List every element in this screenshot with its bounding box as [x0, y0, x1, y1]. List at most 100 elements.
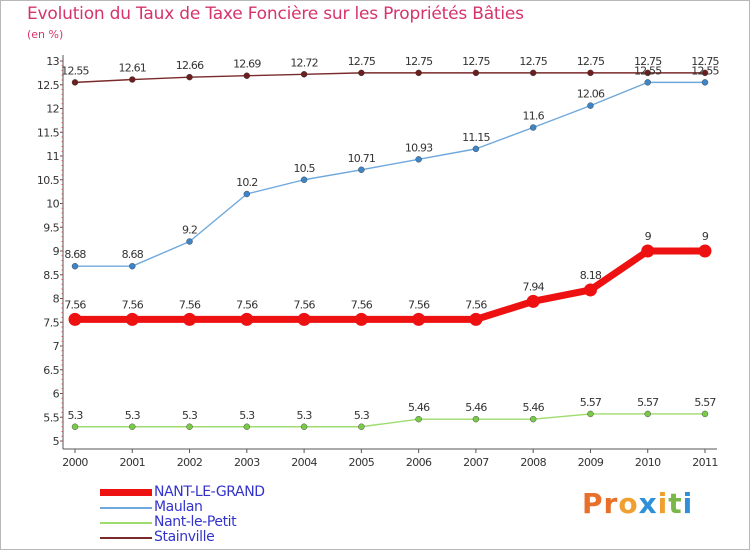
legend-label: NANT-LE-GRAND	[154, 484, 265, 500]
point-maulan	[358, 166, 365, 173]
data-label-maulan: 12.06	[577, 88, 605, 101]
data-label-nant-le-grand: 7.56	[179, 298, 201, 311]
x-tick-label: 2000	[62, 456, 88, 469]
y-tick-label: 7	[53, 340, 60, 353]
x-tick-label: 2006	[406, 456, 432, 469]
data-label-nant-le-grand: 7.56	[408, 298, 430, 311]
data-label-nant-le-grand: 7.56	[236, 298, 258, 311]
data-label-nant-le-petit: 5.3	[182, 409, 198, 422]
y-tick-label: 9	[53, 245, 60, 258]
series-line-stainville	[74, 72, 705, 84]
y-tick-label: 8	[53, 293, 60, 306]
x-tick-label: 2004	[291, 456, 317, 469]
point-stainville	[529, 69, 537, 77]
point-nant-le-petit	[701, 410, 709, 418]
data-label-nant-le-petit: 5.3	[125, 409, 141, 422]
data-label-maulan: 9.2	[182, 224, 197, 237]
point-maulan	[701, 79, 709, 86]
data-label-stainville: 12.75	[691, 55, 719, 68]
point-nant-le-grand	[526, 294, 540, 308]
legend-label: Nant-le-Petit	[154, 514, 237, 530]
point-nant-le-grand	[68, 312, 82, 326]
point-maulan	[415, 156, 422, 163]
point-nant-le-petit	[644, 410, 651, 418]
point-nant-le-grand	[469, 312, 483, 326]
data-label-maulan: 11.15	[462, 131, 490, 144]
data-label-maulan: 10.2	[236, 176, 257, 189]
point-stainville	[300, 71, 308, 78]
point-nant-le-grand	[412, 312, 426, 326]
data-label-maulan: 11.6	[523, 110, 545, 123]
point-stainville	[186, 73, 193, 81]
point-nant-le-petit	[587, 410, 594, 418]
y-tick-label: 5	[53, 435, 60, 448]
data-label-nant-le-grand: 7.56	[122, 298, 144, 311]
data-label-stainville: 12.72	[290, 56, 318, 69]
point-stainville	[129, 76, 136, 83]
y-tick-label: 12.5	[37, 79, 60, 92]
point-stainville	[243, 72, 251, 79]
y-tick-label: 11	[46, 150, 59, 163]
point-maulan	[472, 145, 480, 153]
data-label-nant-le-grand: 7.56	[465, 298, 487, 311]
point-nant-le-petit	[71, 423, 79, 430]
series-line-nant-le-grand	[75, 247, 705, 323]
point-nant-le-grand	[125, 312, 139, 326]
series-line-nant-le-petit	[75, 413, 705, 428]
point-nant-le-grand	[240, 312, 254, 326]
y-tick-label: 12	[46, 103, 59, 116]
data-label-nant-le-petit: 5.57	[580, 396, 602, 409]
data-label-maulan: 10.5	[293, 162, 315, 175]
point-nant-le-petit	[129, 423, 136, 430]
y-tick-label: 7.5	[43, 316, 59, 329]
point-nant-le-petit	[415, 415, 422, 423]
point-nant-le-grand	[183, 312, 197, 326]
point-maulan	[587, 102, 594, 109]
y-tick-label: 10	[46, 198, 59, 211]
data-label-stainville: 12.75	[519, 55, 547, 68]
point-nant-le-grand	[641, 244, 655, 258]
data-label-maulan: 10.93	[405, 141, 433, 154]
data-label-stainville: 12.75	[634, 55, 662, 68]
data-label-nant-le-grand: 7.56	[351, 298, 373, 311]
data-label-nant-le-petit: 5.57	[694, 396, 716, 409]
x-tick-label: 2007	[463, 456, 489, 469]
x-tick-label: 2011	[692, 456, 718, 469]
data-label-stainville: 12.69	[233, 58, 261, 71]
data-label-nant-le-petit: 5.57	[637, 396, 659, 409]
data-label-nant-le-petit: 5.3	[354, 409, 370, 422]
data-label-nant-le-grand: 7.56	[293, 298, 315, 311]
data-label-nant-le-grand: 8.18	[580, 269, 602, 282]
data-label-nant-le-petit: 5.46	[408, 401, 430, 414]
point-nant-le-petit	[358, 423, 365, 430]
data-label-nant-le-grand: 7.94	[523, 280, 545, 293]
point-nant-le-petit	[300, 423, 308, 430]
x-tick-label: 2005	[349, 456, 375, 469]
point-stainville	[71, 79, 79, 86]
data-label-nant-le-petit: 5.3	[67, 409, 83, 422]
point-maulan	[186, 238, 193, 245]
legend-swatch	[100, 522, 152, 524]
data-label-maulan: 8.68	[64, 248, 86, 261]
data-label-stainville: 12.75	[405, 55, 433, 68]
point-nant-le-grand	[354, 312, 368, 326]
data-label-nant-le-grand: 7.56	[64, 298, 86, 311]
proxiti-logo: Proxiti	[582, 487, 694, 520]
point-nant-le-petit	[472, 415, 480, 423]
data-label-nant-le-petit: 5.46	[523, 401, 545, 414]
data-label-stainville: 12.75	[462, 55, 490, 68]
legend-swatch	[100, 537, 152, 539]
y-tick-label: 9.5	[43, 221, 59, 234]
y-tick-label: 13	[46, 55, 59, 68]
x-tick-label: 2003	[234, 456, 260, 469]
point-stainville	[358, 69, 365, 77]
data-label-nant-le-grand: 9	[645, 230, 652, 243]
data-label-stainville: 12.55	[61, 64, 89, 77]
data-label-maulan: 10.71	[348, 152, 376, 165]
point-maulan	[529, 124, 537, 131]
data-label-stainville: 12.75	[348, 55, 376, 68]
x-tick-label: 2010	[635, 456, 661, 469]
legend-swatch	[100, 507, 152, 509]
series-line-maulan	[75, 81, 705, 267]
